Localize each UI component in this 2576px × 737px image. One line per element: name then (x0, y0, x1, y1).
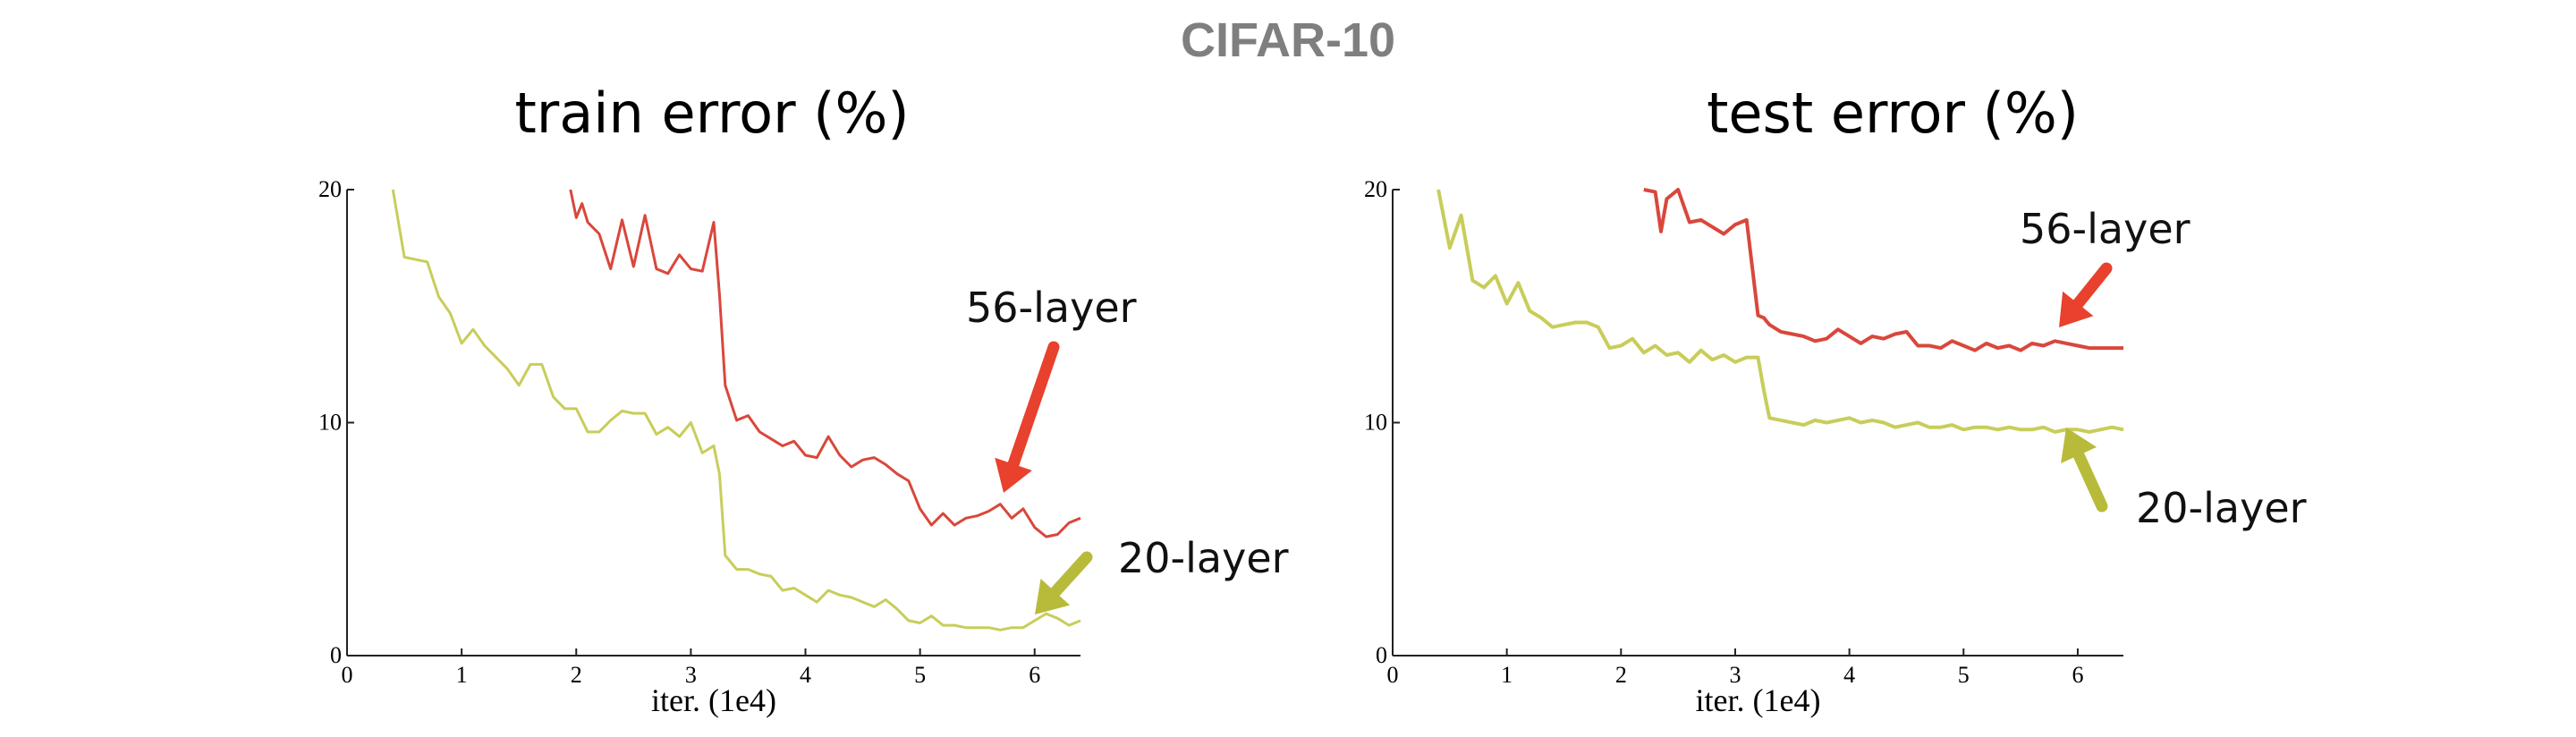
train-x-tick-label: 4 (800, 662, 811, 688)
train-x-tick-label: 6 (1029, 662, 1040, 688)
train-x-axis-label: iter. (1e4) (651, 682, 776, 718)
train-x-tick-label: 5 (914, 662, 926, 688)
test-y-tick-label: 20 (1364, 176, 1387, 202)
train-series-56-layer-line (569, 189, 1081, 538)
test-series-56-layer-line (1643, 188, 2123, 352)
train-arrow-56-layer-shaft (1007, 341, 1060, 470)
test-arrow-20-layer-shaft (2072, 449, 2108, 513)
test-annotation-56-layer: 56-layer (2020, 205, 2190, 253)
test-series-20-layer-line (1436, 189, 2124, 434)
test-annotation-20-layer: 20-layer (2136, 484, 2307, 532)
train-y-tick-label: 10 (318, 410, 342, 436)
test-x-tick-label: 3 (1729, 662, 1741, 688)
train-x-tick-label: 3 (685, 662, 697, 688)
test-arrow-56-layer-head (2059, 291, 2094, 327)
test-arrow-56-layer-shaft (2072, 262, 2113, 309)
test-y-tick-label: 0 (1376, 642, 1387, 668)
test-x-tick-label: 5 (1958, 662, 1970, 688)
test-x-axis-label: iter. (1e4) (1696, 682, 1821, 718)
test-x-tick-label: 0 (1387, 662, 1399, 688)
train-series-20-layer-line (391, 189, 1081, 631)
train-arrow-20-layer-shaft (1049, 551, 1093, 598)
train-annotation-56-layer: 56-layer (966, 284, 1137, 332)
train-chart-title: train error (%) (514, 80, 910, 146)
train-y-tick-label: 0 (330, 642, 342, 668)
train-y-tick-label: 20 (318, 176, 342, 202)
test-x-tick-label: 6 (2072, 662, 2083, 688)
test-chart-title: test error (%) (1707, 80, 2079, 146)
test-x-tick-label: 1 (1501, 662, 1513, 688)
test-y-tick-label: 10 (1364, 410, 1387, 436)
figure-title: CIFAR-10 (1180, 13, 1396, 67)
train-x-tick-label: 2 (571, 662, 582, 688)
train-x-tick-label: 1 (456, 662, 468, 688)
test-arrow-20-layer-head (2061, 428, 2097, 464)
train-arrow-20-layer-head (1035, 579, 1071, 614)
train-arrow-56-layer-head (995, 457, 1032, 493)
test-x-tick-label: 2 (1615, 662, 1627, 688)
train-annotation-20-layer: 20-layer (1118, 534, 1289, 582)
test-x-tick-label: 4 (1843, 662, 1855, 688)
train-x-tick-label: 0 (342, 662, 353, 688)
